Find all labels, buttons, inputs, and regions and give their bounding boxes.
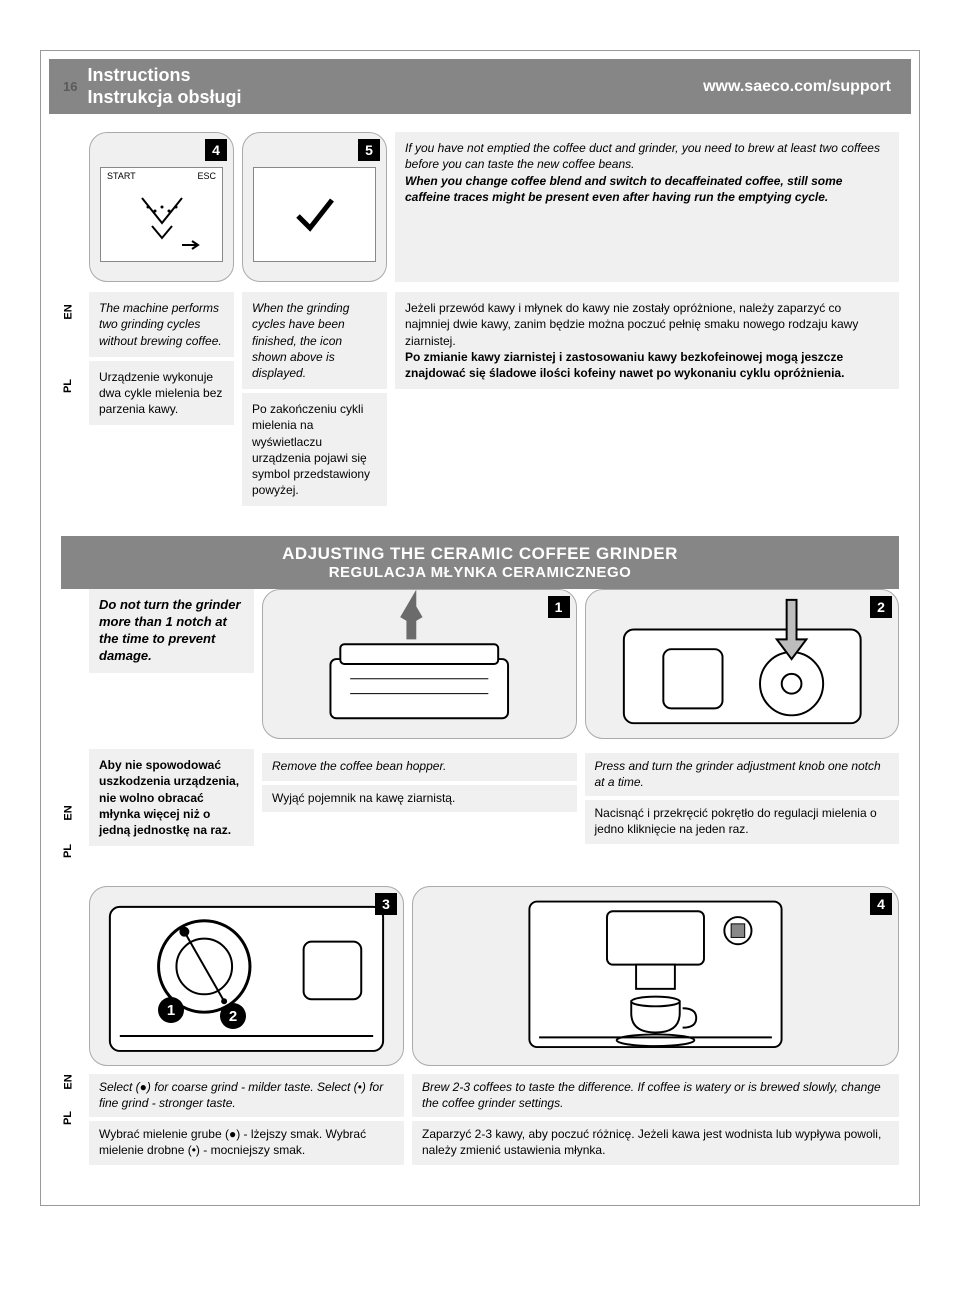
step-number: 4 [205, 139, 227, 161]
step4-caption-pl: Zaparzyć 2-3 kawy, aby poczuć różnicę. J… [422, 1127, 881, 1157]
desc-en: If you have not emptied the coffee duct … [405, 141, 880, 171]
step-number: 3 [375, 893, 397, 915]
illustration-step-1: 1 [262, 589, 577, 739]
step-number: 1 [548, 596, 570, 618]
arrow-right-icon [180, 239, 202, 251]
caption-4-pl: Urządzenie wykonuje dwa cykle mielenia b… [89, 361, 234, 426]
grind-settings-icon [90, 887, 403, 1066]
section-adjusting-grinder: Do not turn the grinder more than 1 notc… [41, 589, 919, 876]
caption-5-en: When the grinding cycles have been finis… [242, 292, 387, 389]
step3-caption-pl: Wybrać mielenie grube (●) - lżejszy smak… [99, 1127, 366, 1157]
language-column: EN PL [61, 1070, 81, 1164]
step1-caption-en: Remove the coffee bean hopper. [272, 759, 446, 773]
step-5-panel: 5 [242, 132, 387, 282]
display-esc-label: ESC [197, 171, 216, 181]
hopper-remove-icon [263, 590, 576, 738]
caption-5-pl: Po zakończeniu cykli mielenia na wyświet… [242, 393, 387, 506]
support-url: www.saeco.com/support [703, 78, 891, 96]
page-number: 16 [63, 79, 77, 94]
section-2-title: ADJUSTING THE CERAMIC COFFEE GRINDER REG… [61, 536, 899, 589]
step-number: 4 [870, 893, 892, 915]
caption-4-en: The machine performs two grinding cycles… [89, 292, 234, 357]
step2-caption-en: Press and turn the grinder adjustment kn… [595, 759, 881, 789]
machine-display [253, 167, 376, 262]
warning-pl: Aby nie spowodować uszkodzenia urządzeni… [89, 749, 254, 846]
manual-page: 16 Instructions Instrukcja obsługi www.s… [40, 50, 920, 1206]
caption-right-pl: Jeżeli przewód kawy i młynek do kawy nie… [395, 292, 899, 389]
checkmark-icon [292, 192, 338, 238]
callout-1: 1 [158, 997, 184, 1023]
display-start-label: START [107, 171, 136, 181]
desc-en-bold: When you change coffee blend and switch … [405, 174, 842, 204]
lang-en-label: EN [63, 806, 75, 821]
lang-en-label: EN [63, 1075, 75, 1090]
step2-caption-pl: Nacisnąć i przekręcić pokrętło do regula… [595, 806, 877, 836]
illustration-step-2: 2 [585, 589, 900, 739]
title-en: Instructions [87, 65, 703, 87]
lang-pl-label: PL [62, 379, 74, 393]
step3-caption-en: Select (●) for coarse grind - milder tas… [99, 1080, 383, 1110]
title-pl: Instrukcja obsługi [87, 87, 703, 109]
title-pl: REGULACJA MŁYNKA CERAMICZNEGO [69, 564, 891, 581]
illustration-step-4: 4 [412, 886, 899, 1066]
step-description: If you have not emptied the coffee duct … [395, 132, 899, 282]
step-4-panel: 4 START ESC [89, 132, 234, 282]
language-column: EN PL [61, 292, 81, 506]
step1-caption-pl: Wyjąć pojemnik na kawę ziarnistą. [272, 791, 455, 805]
grinder-icon [137, 193, 187, 248]
step-number: 2 [870, 596, 892, 618]
lang-pl-label: PL [62, 1111, 74, 1125]
lang-pl-label: PL [62, 844, 74, 858]
section-grinding-cycles: 4 START ESC [41, 122, 919, 536]
step4-caption-en: Brew 2-3 coffees to taste the difference… [422, 1080, 881, 1110]
callout-2: 2 [220, 1003, 246, 1029]
warning-en: Do not turn the grinder more than 1 notc… [89, 589, 254, 673]
section-grind-select: 3 1 2 4 [41, 876, 919, 1204]
lang-en-label: EN [63, 305, 75, 320]
knob-press-icon [586, 590, 899, 738]
illustration-step-3: 3 1 2 [89, 886, 404, 1066]
header-titles: Instructions Instrukcja obsługi [87, 65, 703, 108]
coffee-machine-icon [413, 887, 898, 1062]
step-number: 5 [358, 139, 380, 161]
page-header: 16 Instructions Instrukcja obsługi www.s… [49, 59, 911, 114]
title-en: ADJUSTING THE CERAMIC COFFEE GRINDER [69, 544, 891, 564]
machine-display: START ESC [100, 167, 223, 262]
